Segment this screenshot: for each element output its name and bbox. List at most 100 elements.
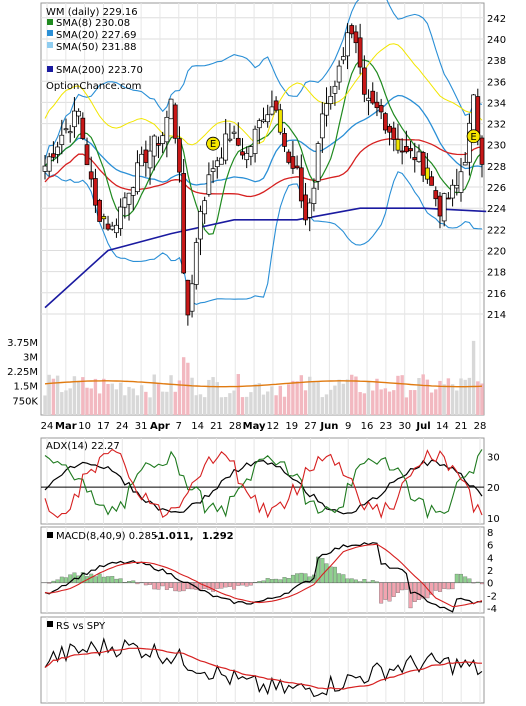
- price-series: [44, 0, 487, 309]
- macd-histogram-bar: [169, 582, 174, 588]
- candle-body: [80, 117, 86, 139]
- candle-body: [345, 32, 350, 57]
- volume-bar: [316, 380, 320, 415]
- candle-body: [101, 216, 107, 220]
- candle-body: [248, 146, 254, 157]
- x-tick-label: 31: [135, 421, 148, 432]
- volume-bar: [244, 396, 249, 415]
- x-tick-label: 7: [176, 421, 182, 432]
- candle-body: [227, 138, 233, 141]
- volume-bar: [249, 392, 253, 415]
- volume-bar: [396, 375, 400, 415]
- volume-bar: [228, 393, 232, 415]
- candle-body: [475, 96, 481, 134]
- x-tick-label: 21: [210, 421, 223, 432]
- candle-body: [408, 148, 413, 152]
- earnings-marker: [206, 136, 220, 151]
- volume-bar: [312, 381, 316, 415]
- candle-body: [231, 131, 237, 134]
- volume-bar: [144, 391, 148, 415]
- macd-histogram-bar: [64, 577, 68, 583]
- volume-bar: [425, 379, 430, 415]
- candle-body: [404, 146, 409, 153]
- volume-bar: [173, 391, 177, 415]
- macd-tick-label: -2: [487, 591, 497, 602]
- candle-body: [126, 192, 132, 205]
- candle-body: [93, 178, 98, 206]
- candle-body: [324, 103, 329, 116]
- volume-bar: [350, 374, 354, 415]
- macd-histogram-bar: [244, 582, 249, 587]
- volume-bar: [471, 340, 476, 415]
- x-tick-label: Jun: [319, 421, 338, 432]
- macd-line: [44, 542, 483, 613]
- macd-legend: MACD(8,40,9) 0.285, -1.011, 1.292: [47, 531, 234, 542]
- volume-bar: [476, 381, 480, 415]
- macd-histogram-bar: [110, 576, 115, 583]
- price-tick-label: 220: [487, 247, 506, 258]
- price-tick-label: 242: [487, 14, 506, 25]
- candle-body: [160, 135, 166, 144]
- x-tick-label: 24: [41, 421, 54, 432]
- macd-histogram-bar: [353, 579, 358, 583]
- candle-body: [185, 279, 191, 316]
- volume-bar: [455, 390, 459, 415]
- price-tick-label: 236: [487, 77, 506, 88]
- macd-histogram-bar: [337, 573, 342, 583]
- macd-histogram-bar: [303, 573, 308, 583]
- macd-histogram-bar: [97, 573, 102, 583]
- volume-bar: [480, 383, 484, 415]
- volume-bar: [257, 383, 261, 415]
- x-tick-label: 21: [455, 421, 468, 432]
- macd-histogram-bar: [467, 578, 472, 583]
- candle-body: [135, 162, 140, 193]
- macd-histogram-bar: [387, 582, 392, 602]
- candle-body: [202, 200, 208, 215]
- macd-histogram-bar: [80, 572, 85, 583]
- candle-body: [252, 128, 258, 154]
- candle-body: [156, 143, 161, 146]
- rs-title: RS vs SPY: [56, 621, 106, 632]
- volume-tick-label: 2.25M: [7, 367, 38, 378]
- macd-tick-label: 2: [487, 566, 493, 577]
- candle-body: [391, 127, 397, 140]
- candle-body: [319, 113, 325, 139]
- macd-histogram-bar: [417, 582, 421, 600]
- macd-histogram-bar: [122, 581, 127, 583]
- volume-bar: [131, 388, 135, 415]
- macd-histogram-bar: [421, 582, 426, 599]
- volume-bar: [467, 377, 472, 415]
- legend-swatch-sma20: [47, 30, 53, 36]
- macd-histogram-bar: [324, 563, 329, 583]
- macd-tick-label: 8: [487, 528, 493, 539]
- candle-body: [340, 56, 346, 61]
- volume-bar: [198, 394, 203, 415]
- candle-body: [151, 135, 157, 157]
- x-tick-label: 23: [380, 421, 393, 432]
- volume-bar: [320, 397, 325, 415]
- candle-body: [374, 101, 380, 109]
- price-tick-label: 224: [487, 204, 506, 215]
- macd-histogram-bar: [248, 582, 253, 586]
- volume-bar: [102, 378, 106, 415]
- macd-histogram-bar: [181, 582, 186, 592]
- macd-histogram-bar: [375, 581, 379, 583]
- macd-histogram-bar: [152, 582, 157, 590]
- minus-di-line: [44, 448, 483, 520]
- x-tick-label: 12: [267, 421, 280, 432]
- macd-histogram-bar: [47, 582, 52, 584]
- volume-bar: [240, 397, 245, 415]
- volume-bar: [438, 380, 442, 415]
- macd-histogram-bar: [269, 579, 274, 583]
- candle-body: [181, 173, 187, 274]
- rs-panel: [40, 616, 485, 704]
- rs-average-line: [44, 647, 482, 690]
- candle-body: [429, 176, 434, 186]
- volume-bar: [181, 357, 186, 415]
- candle-body: [244, 152, 250, 161]
- x-tick-label: 30: [398, 421, 411, 432]
- macd-histogram-bar: [396, 582, 400, 593]
- candle-body: [214, 160, 220, 167]
- volume-bar: [64, 390, 68, 415]
- volume-bar: [139, 385, 144, 415]
